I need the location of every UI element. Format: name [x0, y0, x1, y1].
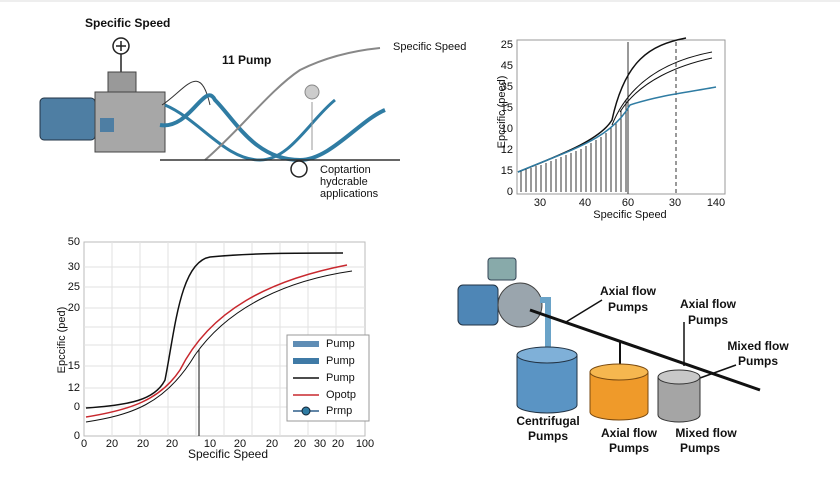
legend-swatch: [293, 358, 319, 364]
note-2: hydcrable: [320, 176, 368, 188]
label: Axial flow: [601, 426, 658, 440]
y-tick: 50: [68, 236, 80, 248]
y-tick: 30: [68, 261, 80, 273]
right-label: Specific Speed: [393, 41, 466, 53]
plus-stem: [116, 41, 126, 76]
legend-label: Prmp: [326, 405, 352, 417]
curve-black-2: [85, 270, 353, 423]
pump-panel: Specific Speed 11 Pump Specific Speed Co…: [39, 16, 466, 200]
chart-bottom-left: Pump Pump Pump Opotp Prmp 50 30 25 20 15…: [56, 236, 374, 461]
legend-label: Pump: [326, 355, 355, 367]
target-icon: [290, 160, 308, 178]
curve-red: [85, 264, 348, 418]
gray-curve: [204, 47, 381, 161]
label: Axial flow: [600, 284, 657, 298]
x-tick: 10: [204, 438, 216, 450]
y-tick: 35: [501, 81, 513, 93]
cylinder-top: [657, 369, 701, 385]
label: Mixed flow: [727, 339, 789, 353]
legend-label: Pump: [326, 338, 355, 350]
pump-top: [107, 71, 137, 95]
x-tick: 20: [106, 438, 118, 450]
y-label: Epccific (ped): [56, 307, 68, 374]
y-tick: 15: [68, 360, 80, 372]
label: Centrifugal: [516, 414, 579, 428]
x-tick: 20: [332, 438, 344, 450]
y-tick: 25: [68, 281, 80, 293]
chart-top-right: 25 45 35 15 10 12 15 0 30 40 60 30 140 S…: [496, 37, 726, 221]
curve-blue: [517, 86, 717, 173]
pump-head: [487, 257, 517, 281]
label: Pumps: [680, 441, 720, 455]
arrow: [565, 299, 603, 323]
label: Pumps: [688, 313, 728, 327]
motor: [39, 97, 96, 141]
arrow: [699, 364, 737, 379]
y-tick: 15: [501, 165, 513, 177]
housing-window: [100, 118, 114, 132]
legend-label: Opotp: [326, 389, 356, 401]
pump-types: Axial flow Pumps Axial flow Pumps Mixed …: [457, 257, 789, 455]
x-tick: 20: [294, 438, 306, 450]
y-tick: 15: [501, 102, 513, 114]
label: Axial flow: [680, 297, 737, 311]
note-3: applications: [320, 188, 379, 200]
minus-icon: [304, 84, 320, 100]
y-tick: 0: [74, 430, 80, 442]
x-tick: 20: [166, 438, 178, 450]
legend-swatch: [293, 341, 319, 347]
y-tick: 45: [501, 60, 513, 72]
mixed-cylinder: [657, 376, 701, 423]
y-label: Epccific (peed): [496, 76, 508, 149]
label: Pumps: [608, 300, 648, 314]
x-tick: 20: [266, 438, 278, 450]
x-tick: 40: [579, 197, 591, 209]
cylinder-top: [516, 346, 578, 364]
bar-line: [529, 308, 761, 392]
y-tick: 12: [68, 382, 80, 394]
legend-dot: [301, 406, 311, 416]
x-label: Specific Speed: [593, 209, 666, 221]
x-tick: 30: [314, 438, 326, 450]
pump-volute: [497, 282, 543, 328]
axial-cylinder: [589, 371, 649, 421]
curve-2: [611, 51, 713, 126]
panel-title: Specific Speed: [85, 16, 170, 30]
y-tick: 0: [507, 186, 513, 198]
x-tick: 0: [81, 438, 87, 450]
pump-motor: [457, 284, 499, 326]
blue-wave: [159, 93, 386, 163]
x-tick: 140: [707, 197, 725, 209]
y-tick: 20: [68, 302, 80, 314]
note-1: Coptartion: [320, 164, 371, 176]
curve-black: [85, 252, 344, 409]
pump-label: 11 Pump: [222, 53, 271, 67]
legend-label: Pump: [326, 372, 355, 384]
x-tick: 20: [137, 438, 149, 450]
hatching: [520, 100, 627, 192]
curve-3: [619, 57, 713, 113]
label: Pumps: [528, 429, 568, 443]
label: Pumps: [609, 441, 649, 455]
x-tick: 20: [234, 438, 246, 450]
y-tick: 12: [501, 144, 513, 156]
label: Pumps: [738, 354, 778, 368]
pipe: [540, 297, 551, 350]
arrow-line: [161, 80, 211, 106]
y-tick: 0: [74, 401, 80, 413]
x-tick: 30: [534, 197, 546, 209]
x-tick: 30: [669, 197, 681, 209]
y-tick: 25: [501, 39, 513, 51]
x-tick: 60: [622, 197, 634, 209]
x-tick: 100: [356, 438, 374, 450]
x-label: Specific Speed: [188, 447, 268, 461]
label: Mixed flow: [675, 426, 737, 440]
centrifugal-cylinder: [516, 354, 578, 414]
y-tick: 10: [501, 123, 513, 135]
cylinder-top: [589, 363, 649, 381]
